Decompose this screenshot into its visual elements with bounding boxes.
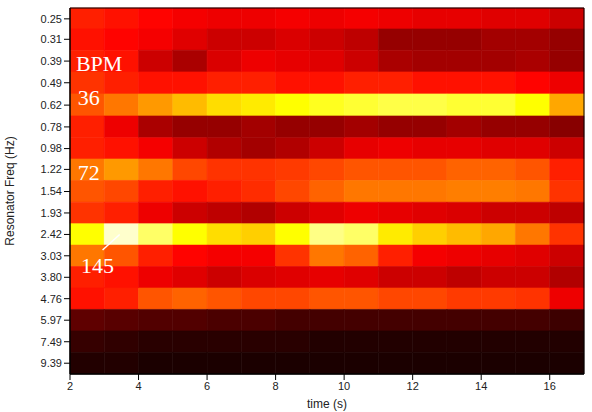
svg-text:1.93: 1.93 — [41, 207, 62, 219]
svg-text:1.54: 1.54 — [41, 185, 62, 197]
svg-text:3.80: 3.80 — [41, 271, 62, 283]
svg-text:0.39: 0.39 — [41, 55, 62, 67]
svg-text:0.98: 0.98 — [41, 142, 62, 154]
svg-text:72: 72 — [78, 160, 100, 185]
svg-text:4: 4 — [135, 380, 141, 392]
svg-text:time (s): time (s) — [307, 397, 347, 411]
svg-text:6: 6 — [204, 380, 210, 392]
svg-text:8: 8 — [273, 380, 279, 392]
svg-text:9.39: 9.39 — [41, 357, 62, 369]
svg-text:0.78: 0.78 — [41, 121, 62, 133]
svg-text:0.62: 0.62 — [41, 99, 62, 111]
svg-text:145: 145 — [81, 253, 114, 278]
svg-text:BPM: BPM — [76, 51, 122, 76]
svg-text:2: 2 — [67, 380, 73, 392]
svg-text:0.49: 0.49 — [41, 77, 62, 89]
svg-text:5.97: 5.97 — [41, 314, 62, 326]
svg-text:12: 12 — [407, 380, 419, 392]
svg-text:16: 16 — [544, 380, 556, 392]
svg-text:7.49: 7.49 — [41, 336, 62, 348]
svg-text:10: 10 — [338, 380, 350, 392]
svg-text:0.31: 0.31 — [41, 33, 62, 45]
svg-text:4.76: 4.76 — [41, 293, 62, 305]
svg-text:0.25: 0.25 — [41, 13, 62, 25]
svg-text:1.22: 1.22 — [41, 163, 62, 175]
svg-text:36: 36 — [78, 85, 100, 110]
svg-text:14: 14 — [475, 380, 487, 392]
svg-text:3.03: 3.03 — [41, 250, 62, 262]
svg-text:Resonator Freq (Hz): Resonator Freq (Hz) — [3, 136, 17, 245]
svg-text:2.42: 2.42 — [41, 228, 62, 240]
